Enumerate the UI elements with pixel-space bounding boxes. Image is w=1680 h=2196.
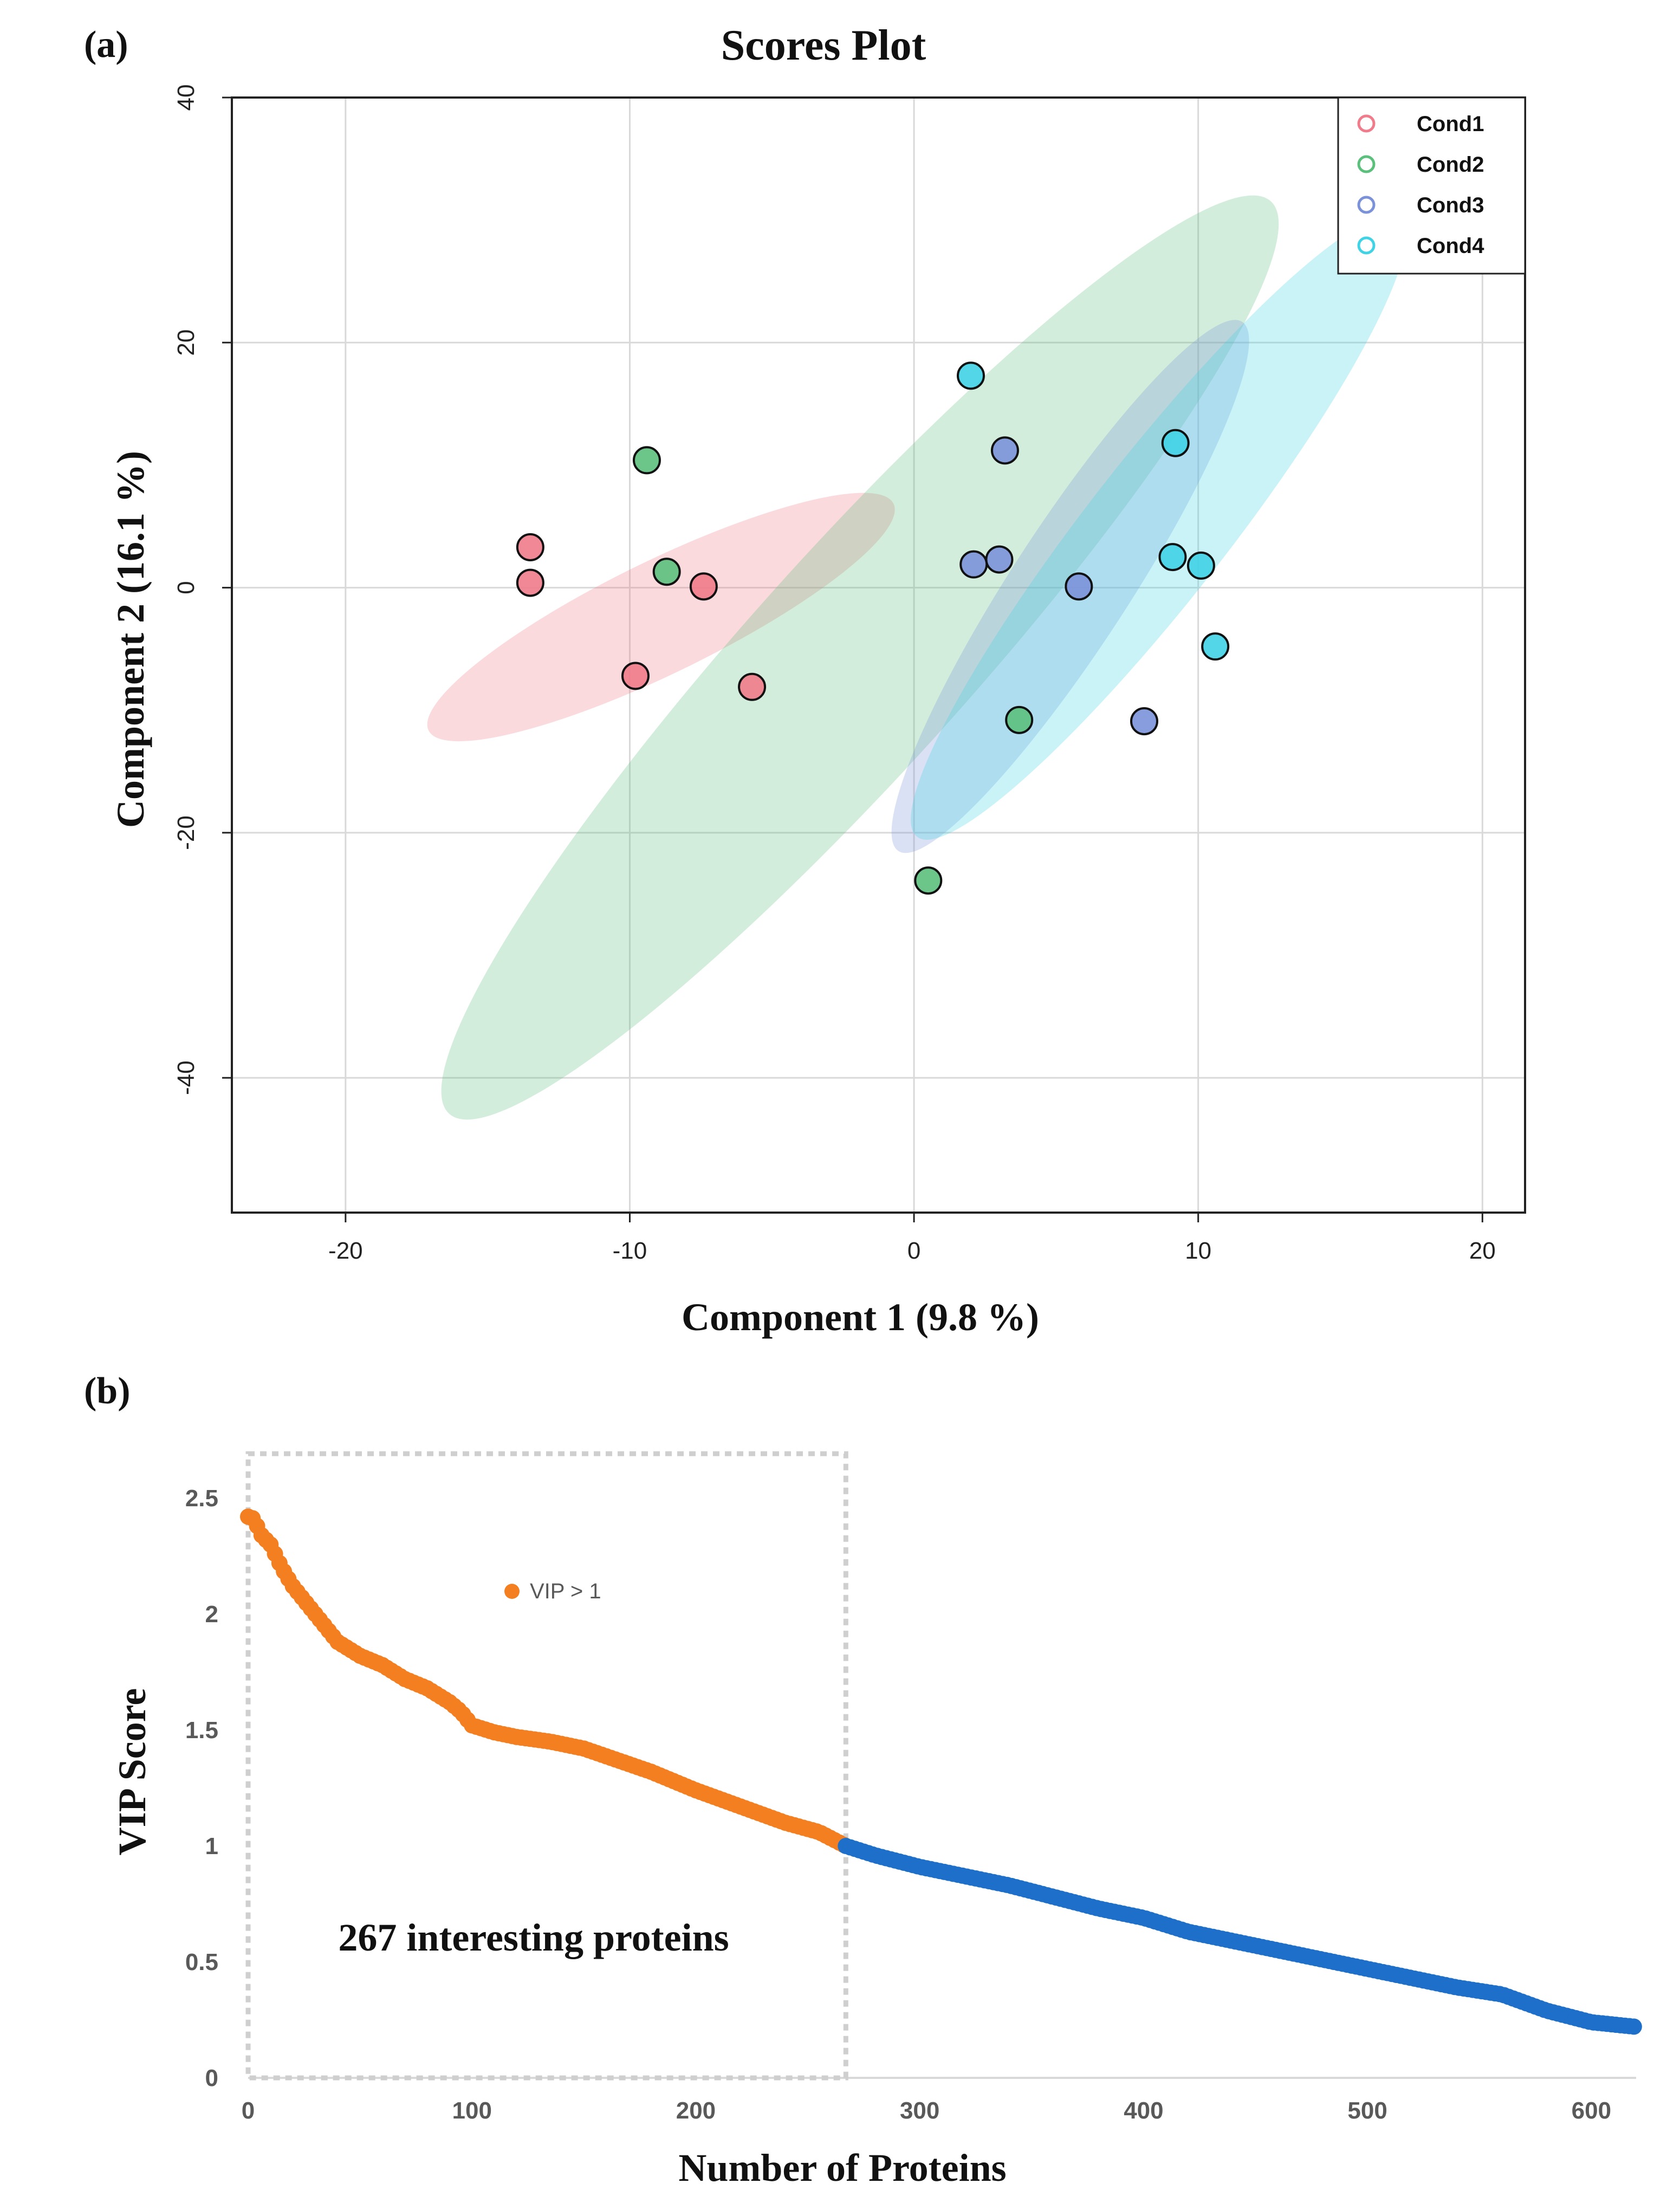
x-tick-label: 300 <box>900 2097 939 2124</box>
panel-b-x-axis-label: Number of Proteins <box>678 2146 1006 2189</box>
point-cond4 <box>1186 551 1215 580</box>
legend-label-cond1: Cond1 <box>1417 112 1484 136</box>
point-cond2 <box>632 446 661 475</box>
y-tick-label: 1.5 <box>185 1717 218 1744</box>
ellipse-cond4 <box>911 215 1406 840</box>
y-tick-label: 20 <box>173 329 199 356</box>
panel-a-plot-frame <box>231 96 1526 1214</box>
legend-marker-vip <box>504 1584 520 1599</box>
panel-a-points <box>516 361 1230 895</box>
x-tick-label: 0 <box>242 2097 255 2124</box>
x-tick-label: 10 <box>1185 1238 1211 1264</box>
y-tick-label: 0 <box>205 2065 218 2091</box>
point-cond3 <box>1130 707 1159 736</box>
panel-b-vip-plot: (b) 0 100 200 300 400 500 600 0 0.5 1 1.5 2 2.5 VIP… <box>84 1370 1642 2189</box>
legend-marker-cond2 <box>1357 155 1376 173</box>
y-tick-label: 2 <box>205 1601 218 1628</box>
y-tick-label: 1 <box>205 1833 218 1860</box>
point-cond1 <box>689 572 718 601</box>
point-cond2 <box>914 866 943 895</box>
panel-a-label: (a) <box>84 24 128 66</box>
point-cond1 <box>516 533 544 561</box>
ellipse-cond2 <box>441 195 1279 1120</box>
panel-a-y-axis-label: Component 2 (16.1 %) <box>109 451 152 828</box>
x-tick-label: 400 <box>1124 2097 1163 2124</box>
panel-b-y-ticks: 0 0.5 1 1.5 2 2.5 <box>185 1485 218 2091</box>
point-cond1 <box>738 672 767 701</box>
panel-b-y-axis-label: VIP Score <box>111 1688 154 1856</box>
y-tick-label: 2.5 <box>185 1485 218 1512</box>
panel-a-legend: Cond1 Cond2 Cond3 Cond4 <box>1337 96 1526 275</box>
panel-b-label: (b) <box>84 1370 131 1412</box>
chart-title: Scores Plot <box>721 22 926 69</box>
x-tick-label: 600 <box>1572 2097 1611 2124</box>
point-cond3 <box>959 550 988 579</box>
x-tick-label: 200 <box>676 2097 716 2124</box>
point-cond1 <box>621 662 650 690</box>
panel-a-y-ticks: 40 20 0 -20 -40 <box>173 85 232 1095</box>
x-tick-label: 0 <box>907 1238 920 1264</box>
panel-a-x-ticks: -20 -10 0 10 20 <box>328 1213 1496 1264</box>
y-tick-label: -20 <box>173 815 199 850</box>
point-cond3 <box>1065 572 1093 601</box>
x-tick-label: -20 <box>328 1238 363 1264</box>
panel-b-x-ticks: 0 100 200 300 400 500 600 <box>242 2097 1611 2124</box>
panel-a-x-axis-label: Component 1 (9.8 %) <box>682 1295 1039 1339</box>
legend-box <box>1337 96 1526 275</box>
panel-b-points <box>240 1508 1642 2035</box>
legend-label-cond3: Cond3 <box>1417 193 1484 217</box>
legend-marker-cond3 <box>1357 196 1376 214</box>
point-cond2 <box>1005 705 1034 734</box>
legend-marker-cond1 <box>1357 114 1376 133</box>
legend-marker-cond4 <box>1357 236 1376 255</box>
vip-point <box>1625 2018 1642 2035</box>
point-cond4 <box>1161 429 1190 457</box>
x-tick-label: 100 <box>452 2097 492 2124</box>
y-tick-label: -40 <box>173 1060 199 1095</box>
point-cond2 <box>652 558 681 586</box>
panel-a-confidence-ellipses <box>427 195 1406 1120</box>
point-cond4 <box>957 361 985 390</box>
ellipse-cond1 <box>427 493 895 742</box>
point-cond3 <box>990 436 1019 465</box>
x-tick-label: -10 <box>613 1238 647 1264</box>
panel-b-legend: VIP > 1 <box>504 1579 601 1603</box>
panel-a-scores-plot: (a) Scores Plot -20 -10 0 10 20 40200-20-40 … <box>84 22 1526 1339</box>
point-cond3 <box>985 545 1014 574</box>
x-tick-label: 20 <box>1469 1238 1496 1264</box>
y-tick-label: 0.5 <box>185 1949 218 1975</box>
point-cond4 <box>1201 632 1230 661</box>
legend-label-cond4: Cond4 <box>1417 234 1484 258</box>
legend-label-vip: VIP > 1 <box>530 1579 601 1603</box>
y-tick-label: 0 <box>173 581 199 594</box>
legend-label-cond2: Cond2 <box>1417 153 1484 177</box>
annotation-interesting-proteins: 267 interesting proteins <box>338 1916 729 1959</box>
point-cond1 <box>516 568 544 597</box>
highlight-region-box <box>245 1451 848 2081</box>
x-tick-label: 500 <box>1347 2097 1387 2124</box>
y-tick-label: 40 <box>173 85 199 111</box>
point-cond4 <box>1158 543 1187 572</box>
